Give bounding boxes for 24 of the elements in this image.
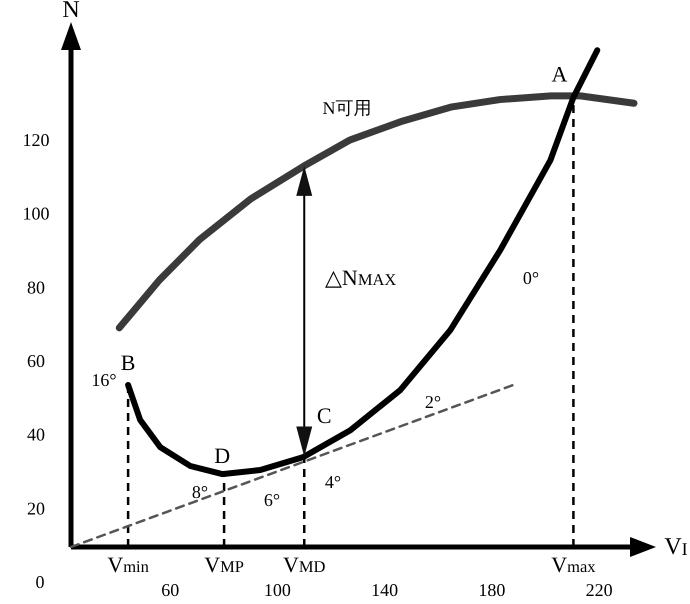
annotation: A (551, 60, 568, 86)
annotation: 2° (424, 392, 442, 412)
annotation: 16° (91, 370, 117, 390)
ytick: 120 (22, 130, 50, 150)
xtick: 100 (264, 580, 291, 600)
xtick: 220 (586, 580, 613, 600)
annotation: 6° (264, 490, 280, 510)
ytick: 20 (27, 498, 45, 518)
annotation: 0 (36, 572, 44, 592)
ytick: 40 (27, 424, 45, 445)
annotation: C (316, 402, 332, 428)
ytick: 60 (27, 351, 45, 372)
annotation: D (214, 442, 230, 468)
ytick: 80 (27, 277, 45, 298)
ytick: 100 (22, 204, 50, 224)
xtick: 140 (371, 580, 398, 600)
annotation: B (120, 349, 136, 374)
xtick: 60 (161, 580, 180, 600)
annotation: 4° (324, 472, 342, 492)
xtick: 180 (478, 580, 506, 600)
annotation: 0° (522, 268, 540, 288)
annotation: 8° (192, 482, 208, 502)
annotation: N可用 (322, 98, 372, 118)
ylabel: N (62, 0, 80, 23)
